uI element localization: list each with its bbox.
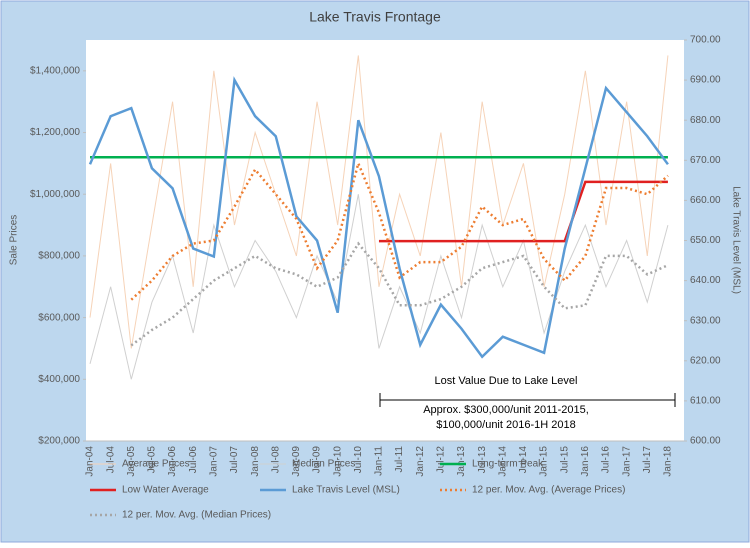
- x-tick-label: Jan-13: [456, 446, 467, 477]
- y2-axis-title: Lake Travis Level (MSL): [730, 186, 741, 294]
- y-tick-label: $1,000,000: [30, 189, 80, 200]
- y-tick-label: $400,000: [38, 374, 80, 385]
- y2-tick-label: 650.00: [690, 235, 721, 246]
- legend-label: Long-term Peak: [472, 459, 544, 470]
- annotation-text: $100,000/unit 2016-1H 2018: [436, 419, 575, 431]
- y2-tick-label: 600.00: [690, 436, 721, 447]
- x-tick-label: Jul-07: [229, 446, 240, 474]
- x-tick-label: Jan-07: [208, 446, 219, 477]
- y2-tick-label: 610.00: [690, 396, 721, 407]
- x-tick-label: Jan-17: [621, 446, 632, 477]
- series-line: [89, 194, 669, 380]
- y2-tick-label: 680.00: [690, 115, 721, 126]
- annotation-box: [398, 369, 614, 437]
- legend-label: 12 per. Mov. Avg. (Average Prices): [472, 485, 625, 496]
- x-tick-label: Jul-10: [353, 446, 364, 474]
- x-tick-label: Jul-17: [642, 446, 653, 474]
- x-tick-label: Jan-04: [85, 446, 96, 477]
- series-line: [88, 76, 669, 359]
- x-tick-label: Jul-11: [394, 446, 405, 473]
- y2-tick-label: 620.00: [690, 355, 721, 366]
- x-tick-label: Jan-14: [497, 446, 508, 477]
- annotation-text: Approx. $300,000/unit 2011-2015,: [423, 404, 589, 416]
- x-tick-label: Jul-05: [147, 446, 158, 474]
- legend-label: Average Prices: [122, 459, 190, 470]
- x-tick-label: Jul-15: [559, 446, 570, 474]
- legend-label: 12 per. Mov. Avg. (Median Prices): [122, 510, 271, 521]
- x-tick-label: Jul-14: [518, 446, 529, 474]
- x-tick-label: Jul-12: [436, 446, 447, 474]
- x-tick-label: Jan-09: [291, 446, 302, 477]
- x-tick-label: Jul-06: [188, 446, 199, 474]
- x-tick-label: Jan-15: [539, 446, 550, 477]
- x-tick-label: Jul-09: [312, 446, 323, 474]
- x-tick-label: Jan-08: [250, 446, 261, 477]
- x-tick-label: Jan-12: [415, 446, 426, 477]
- series-line: [378, 180, 668, 243]
- x-tick-label: Jan-18: [663, 446, 674, 477]
- x-tick-label: Jan-11: [374, 446, 385, 476]
- legend-label: Median Prices: [292, 459, 355, 470]
- x-tick-label: Jan-10: [332, 446, 343, 477]
- x-tick-label: Jan-16: [580, 446, 591, 477]
- y-tick-label: $200,000: [38, 436, 80, 447]
- y2-tick-label: 670.00: [690, 155, 721, 166]
- y2-tick-label: 700.00: [690, 35, 721, 46]
- legend-label: Lake Travis Level (MSL): [292, 485, 400, 496]
- x-tick-label: Jul-13: [477, 446, 488, 474]
- y-tick-label: $1,200,000: [30, 127, 80, 138]
- x-tick-label: Jan-05: [126, 446, 137, 477]
- x-tick-label: Jan-06: [167, 446, 178, 477]
- y-axis-title: Sale Prices: [9, 215, 20, 266]
- series-line: [130, 159, 669, 301]
- x-tick-label: Jul-16: [601, 446, 612, 474]
- annotation-text: Lost Value Due to Lake Level: [435, 375, 578, 387]
- legend-label: Low Water Average: [122, 485, 209, 496]
- y2-tick-label: 630.00: [690, 315, 721, 326]
- y2-tick-label: 660.00: [690, 195, 721, 206]
- x-tick-label: Jul-04: [105, 446, 116, 474]
- chart-title: Lake Travis Frontage: [309, 9, 441, 25]
- y2-tick-label: 690.00: [690, 75, 721, 86]
- y-tick-label: $1,400,000: [30, 65, 80, 76]
- x-tick-label: Jul-08: [270, 446, 281, 474]
- y2-tick-label: 640.00: [690, 275, 721, 286]
- y-tick-label: $600,000: [38, 312, 80, 323]
- y-tick-label: $800,000: [38, 251, 80, 262]
